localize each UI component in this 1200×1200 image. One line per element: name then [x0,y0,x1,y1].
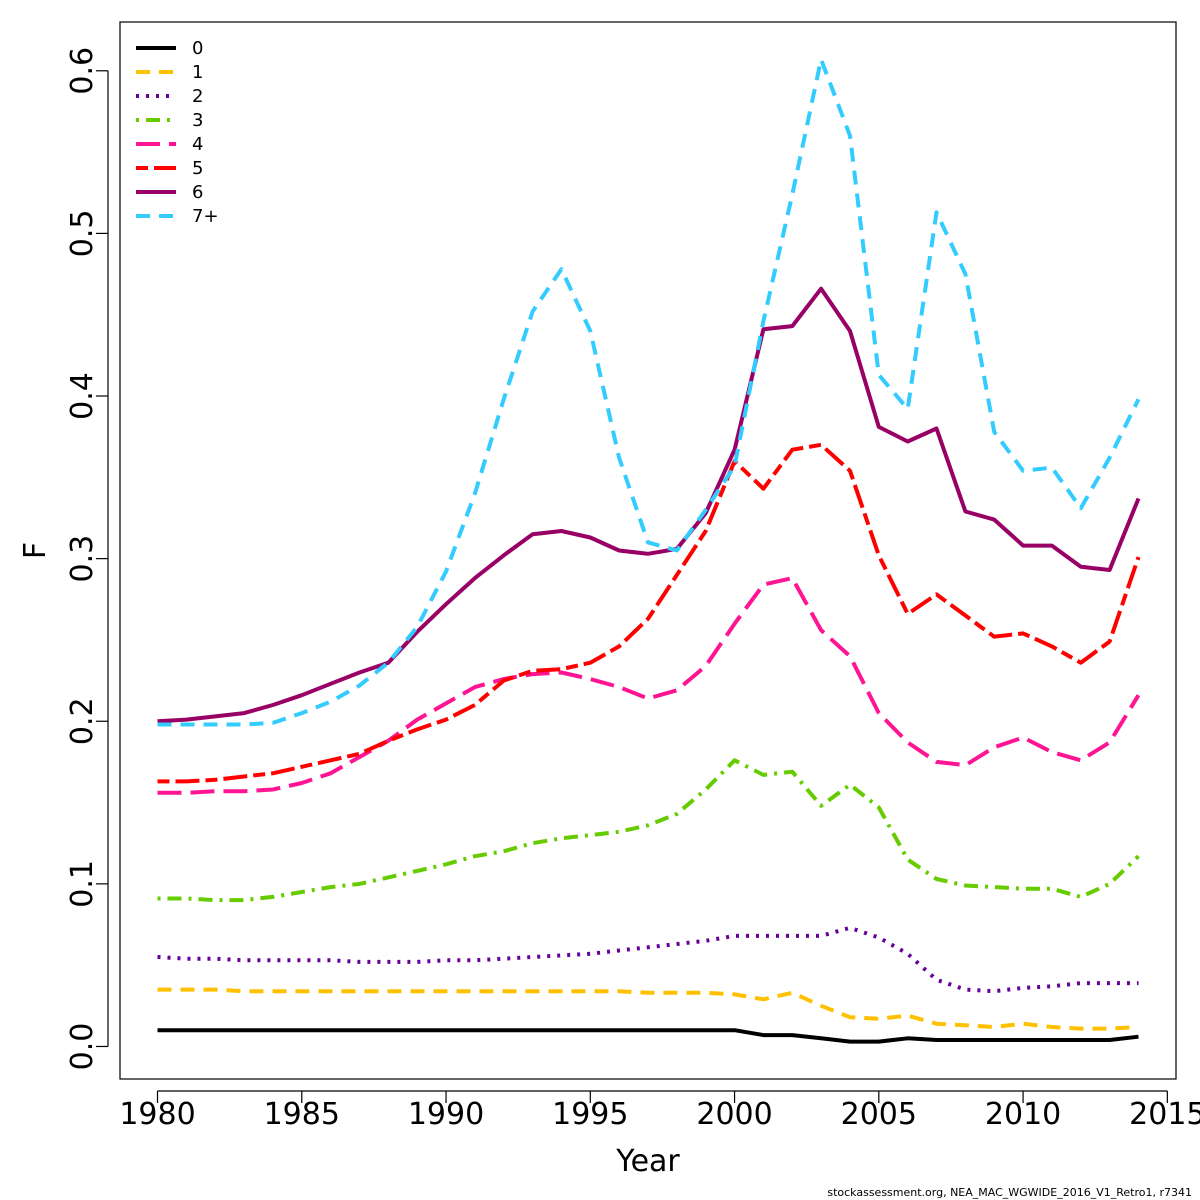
y-tick-label: 0.4 [65,372,100,420]
y-tick-label: 0.6 [65,47,100,95]
plot-frame [119,21,1177,1080]
y-tick-label: 0.1 [65,860,100,908]
x-tick-label: 1995 [552,1097,628,1132]
legend-label: 1 [192,62,203,83]
legend-label: 7+ [192,206,219,227]
footer-credit: stockassessment.org, NEA_MAC_WGWIDE_2016… [827,1186,1192,1199]
x-tick-label: 1990 [408,1097,484,1132]
series-line-5 [157,442,1141,784]
y-tick-label: 0.2 [65,697,100,745]
legend: 0 1 2 3 4 5 6 7+ [136,38,219,227]
legend-label: 6 [192,182,203,203]
legend-label: 2 [192,86,203,107]
y-axis: 0.0 0.1 0.2 0.3 0.4 0.5 0.6 [65,47,109,1071]
series-line-2 [157,925,1139,994]
series-line-7plus [157,57,1141,727]
legend-label: 4 [192,134,203,155]
x-tick-label: 1985 [264,1097,340,1132]
series-line-1 [157,987,1139,1031]
series-line-3 [157,758,1140,903]
y-axis-title: F [18,542,53,559]
legend-label: 0 [192,38,203,59]
y-tick-label: 0.3 [65,535,100,583]
legend-label: 5 [192,158,203,179]
series-line-0 [157,1028,1139,1044]
legend-label: 3 [192,110,203,131]
x-axis-title: Year [615,1144,680,1179]
y-tick-label: 0.5 [65,210,100,258]
x-tick-label: 2015 [1129,1097,1200,1132]
series-line-6 [157,286,1141,724]
y-tick-label: 0.0 [65,1023,100,1071]
x-tick-label: 2010 [985,1097,1061,1132]
series-line-4 [157,576,1141,795]
series-layer [157,57,1141,1044]
x-tick-label: 1980 [119,1097,195,1132]
x-axis: 1980 1985 1990 1995 2000 2005 2010 2015 [119,1090,1200,1132]
x-tick-label: 2005 [841,1097,917,1132]
x-tick-label: 2000 [696,1097,772,1132]
